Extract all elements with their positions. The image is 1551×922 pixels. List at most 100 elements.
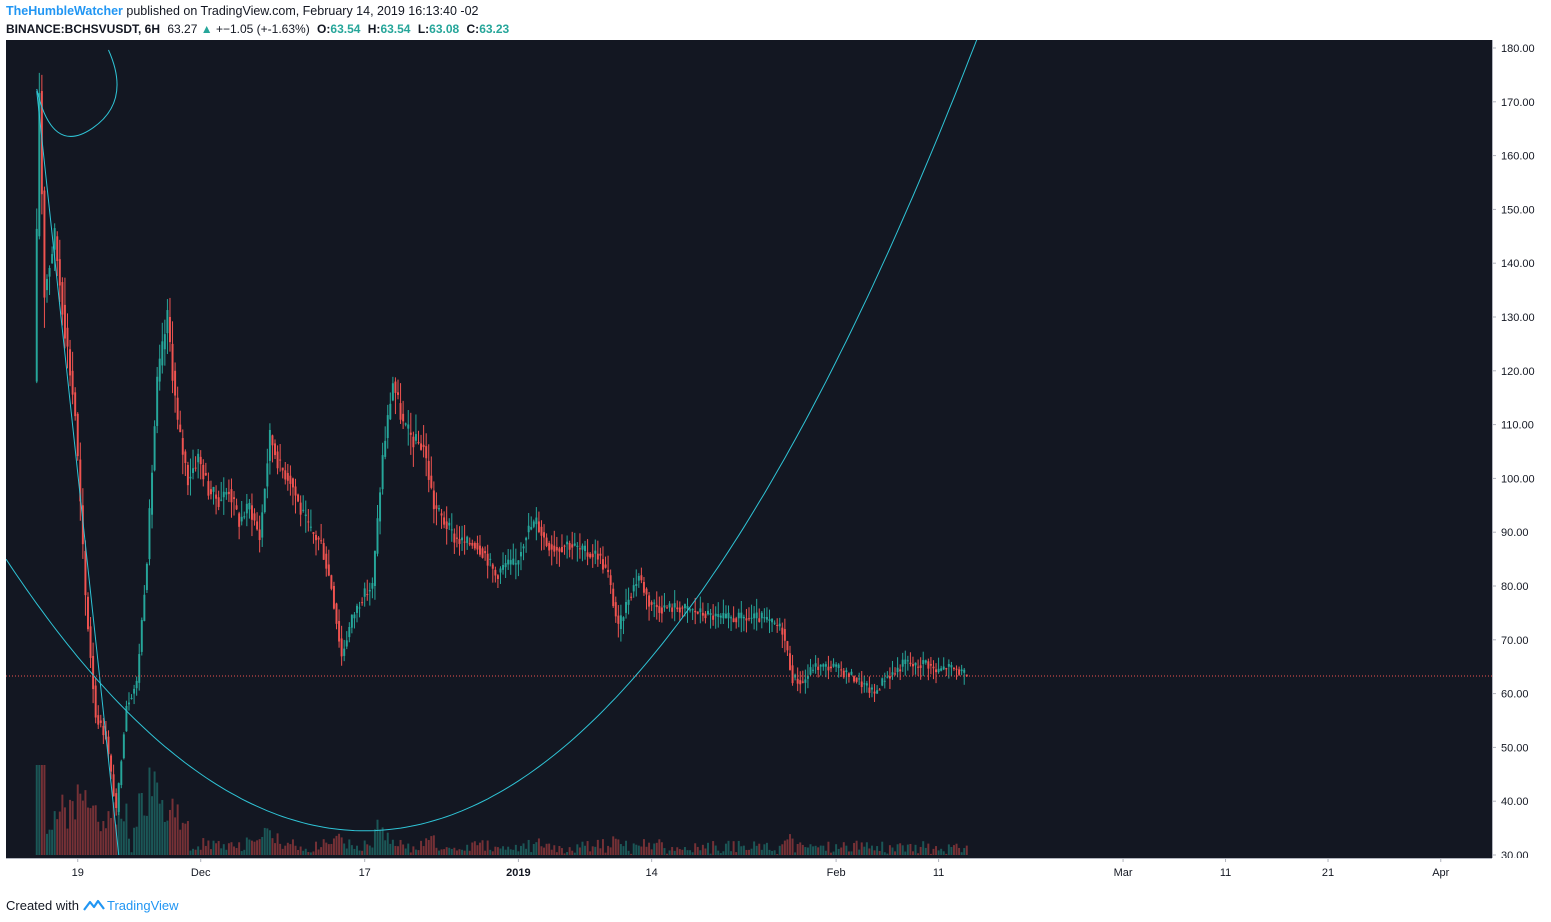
author-link[interactable]: TheHumbleWatcher — [6, 4, 123, 18]
candle-body — [48, 267, 51, 277]
volume-bar — [832, 851, 835, 855]
candle-body — [158, 358, 161, 382]
volume-bar — [817, 847, 820, 855]
candle-body — [952, 668, 955, 670]
candle-body — [543, 532, 546, 538]
chart-container[interactable]: 63.2763.2305:46:21 180.00170.00160.00150… — [6, 40, 1545, 885]
volume-bar — [586, 841, 589, 855]
candle-body — [835, 664, 838, 667]
candle-body — [922, 660, 925, 665]
drawings[interactable] — [6, 40, 1492, 856]
volume-bar — [653, 843, 656, 855]
candle-body — [671, 607, 674, 612]
candle-body — [309, 526, 312, 528]
price-tick-label: 70.00 — [1501, 635, 1529, 647]
volume-bar — [732, 841, 735, 855]
small-arc-drawing[interactable] — [36, 49, 118, 137]
volume-bar — [850, 851, 853, 855]
candle-body — [771, 618, 774, 623]
tradingview-logo-icon[interactable] — [83, 898, 105, 912]
candle-body — [120, 761, 123, 786]
candle-body — [289, 475, 292, 484]
volume-bar — [927, 843, 930, 855]
candle-body — [294, 486, 297, 496]
price-tick-label: 60.00 — [1501, 689, 1529, 701]
volume-bar — [760, 849, 763, 855]
volume-bar — [284, 845, 287, 855]
volume-bar — [576, 844, 579, 855]
candle-body — [176, 397, 179, 420]
volume-bar — [46, 833, 48, 855]
candle-body — [635, 584, 638, 586]
publish-info: TheHumbleWatcher published on TradingVie… — [6, 4, 479, 20]
time-tick-label: Mar — [1114, 867, 1133, 879]
candle-body — [425, 446, 428, 459]
price-axis-background[interactable] — [1492, 40, 1545, 858]
volume-bar — [625, 840, 628, 855]
candle-body — [404, 423, 407, 425]
candle-body — [650, 602, 653, 605]
price-tick-label: 130.00 — [1501, 312, 1535, 324]
candle-body — [842, 670, 845, 678]
time-axis-background[interactable] — [6, 858, 1545, 885]
volume-bar — [207, 840, 210, 855]
volume-bar — [789, 834, 791, 855]
volume-bar — [599, 848, 602, 855]
volume-bar — [648, 842, 651, 855]
candle-body — [919, 665, 922, 668]
volume-bar — [835, 844, 838, 855]
time-axis[interactable]: 19 Dec 17 2019 14 Feb 11 Mar 11 21 Apr — [6, 858, 1545, 885]
candle-body — [870, 687, 873, 690]
candle-body — [909, 662, 912, 665]
volume-bar — [712, 841, 715, 855]
candle-body — [699, 608, 702, 613]
candle-body — [648, 595, 651, 607]
volume-bar — [40, 765, 43, 855]
volume-bar — [919, 846, 922, 855]
volume-bar — [168, 809, 171, 855]
tradingview-brand-link[interactable]: TradingView — [106, 897, 179, 913]
price-chart[interactable]: 63.2763.2305:46:21 180.00170.00160.00150… — [6, 40, 1545, 885]
trend-line-drawing[interactable] — [36, 90, 120, 856]
volume-bar — [640, 846, 643, 855]
candle-body — [578, 548, 581, 550]
volume-bar — [43, 765, 46, 855]
close-label: C: — [466, 22, 480, 36]
candle-body — [858, 678, 861, 680]
candle-body — [56, 236, 59, 262]
volume-bar — [763, 844, 766, 855]
candle-body — [361, 602, 364, 604]
large-arc-drawing[interactable] — [6, 40, 1492, 832]
candle-body — [399, 403, 402, 420]
candle-body — [814, 663, 817, 667]
chart-background[interactable] — [6, 40, 1492, 858]
candle-body — [745, 618, 748, 621]
volume-bar — [860, 842, 863, 855]
volume-bar — [127, 838, 130, 855]
candle-body — [853, 676, 856, 682]
price-tick-label: 160.00 — [1501, 151, 1535, 163]
candle-body — [768, 619, 771, 621]
volume-bar — [809, 844, 812, 855]
volume-bar — [937, 850, 940, 855]
candle-body — [140, 620, 143, 652]
candle-body — [74, 392, 77, 417]
candle-body — [622, 617, 625, 621]
candle-body — [168, 317, 171, 343]
volume-bar — [558, 845, 561, 855]
candle-body — [145, 563, 148, 591]
candle-body — [691, 609, 694, 611]
volume-bar — [486, 840, 489, 855]
candle-body — [427, 460, 430, 480]
candle-body — [417, 442, 420, 444]
candle-body — [599, 553, 602, 556]
candle-body — [773, 622, 776, 624]
volume-bar — [371, 847, 374, 855]
candle-body — [530, 527, 533, 530]
candle-body — [384, 440, 387, 457]
candle-body — [161, 341, 164, 366]
candle-body — [479, 545, 481, 555]
volume-bar — [888, 845, 891, 855]
candle-body — [614, 602, 617, 617]
price-axis[interactable]: 180.00 170.00 160.00 150.00 140.00 130.00 120.… — [1492, 40, 1545, 885]
